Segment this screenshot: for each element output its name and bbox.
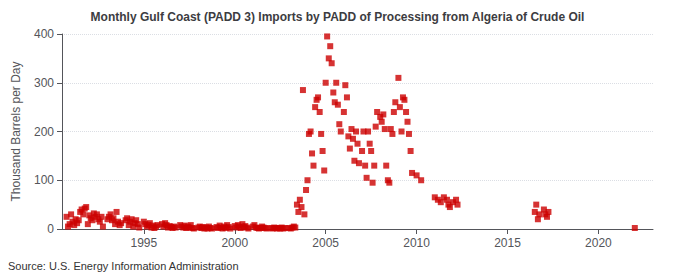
svg-text:2020: 2020	[585, 236, 612, 250]
svg-text:300: 300	[34, 76, 54, 90]
svg-text:Thousand Barrels per Day: Thousand Barrels per Day	[9, 61, 23, 201]
svg-text:1995: 1995	[130, 236, 157, 250]
svg-text:400: 400	[34, 27, 54, 41]
svg-text:2015: 2015	[494, 236, 521, 250]
svg-text:0: 0	[47, 222, 54, 236]
svg-text:100: 100	[34, 173, 54, 187]
svg-text:Monthly Gulf Coast (PADD 3) Im: Monthly Gulf Coast (PADD 3) Imports by P…	[91, 10, 585, 24]
svg-text:200: 200	[34, 125, 54, 139]
svg-text:Source: U.S. Energy Informatio: Source: U.S. Energy Information Administ…	[8, 260, 239, 272]
svg-text:2010: 2010	[403, 236, 430, 250]
svg-text:2005: 2005	[312, 236, 339, 250]
svg-text:2000: 2000	[221, 236, 248, 250]
